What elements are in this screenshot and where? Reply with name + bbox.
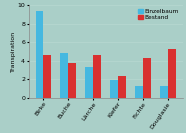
Bar bbox=[60, 53, 68, 98]
Bar bbox=[135, 86, 143, 98]
Bar bbox=[93, 55, 101, 98]
Bar bbox=[143, 57, 151, 98]
Bar bbox=[68, 63, 76, 98]
Bar bbox=[36, 11, 44, 98]
Bar bbox=[44, 55, 51, 98]
Bar bbox=[110, 80, 118, 98]
Bar bbox=[85, 67, 93, 98]
Legend: Einzelbaum, Bestand: Einzelbaum, Bestand bbox=[138, 8, 180, 21]
Bar bbox=[118, 76, 126, 98]
Bar bbox=[160, 86, 168, 98]
Y-axis label: Transpiration: Transpiration bbox=[11, 31, 16, 72]
Bar bbox=[168, 49, 176, 98]
